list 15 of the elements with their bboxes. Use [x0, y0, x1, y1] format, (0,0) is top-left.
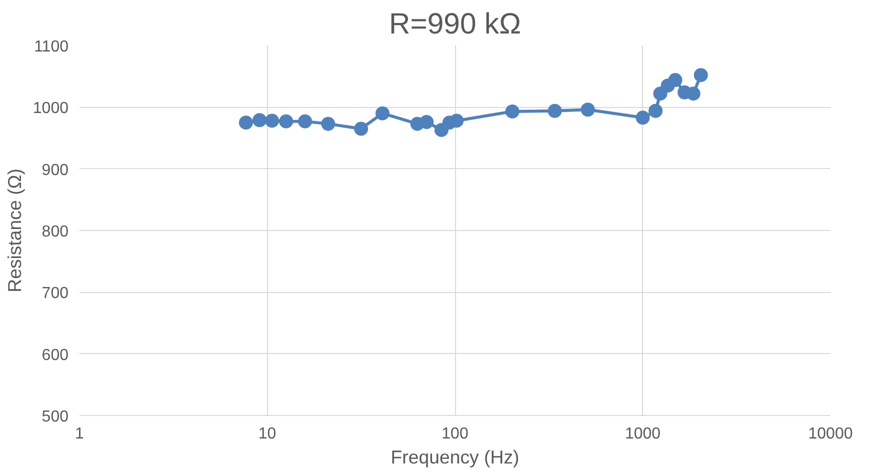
y-tick-label: 800	[42, 224, 69, 240]
x-tick-label: 10000	[808, 426, 853, 442]
y-tick-label: 1100	[34, 38, 69, 56]
x-axis-title: Frequency (Hz)	[390, 446, 520, 468]
y-axis-title: Resistance (Ω)	[4, 168, 25, 292]
x-tick-label: 1	[75, 426, 84, 442]
x-tick-label: 10	[258, 426, 276, 442]
y-tick-label: 500	[42, 408, 69, 426]
x-tick-label: 100	[442, 426, 468, 442]
y-tick-label: 900	[42, 162, 69, 179]
y-tick-label: 1000	[32, 100, 69, 118]
y-tick-label: 700	[42, 285, 69, 302]
chart-title: R=990 kΩ	[389, 8, 521, 40]
x-tick-label: 1000	[624, 426, 661, 442]
y-tick-label: 600	[42, 346, 69, 364]
